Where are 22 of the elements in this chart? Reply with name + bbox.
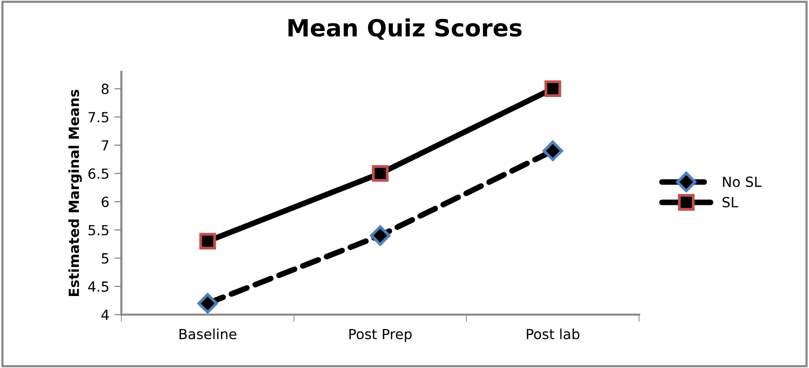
x-tick-label: Post lab: [526, 328, 580, 340]
y-tick-label: 5: [102, 253, 108, 264]
y-tick-label: 7.5: [88, 112, 108, 122]
y-tick-label: 6: [102, 196, 109, 208]
y-tick-label: 7: [102, 140, 108, 150]
legend-label: SL: [722, 196, 738, 208]
point: [199, 232, 216, 250]
x-tick-label: Baseline: [180, 328, 236, 340]
y-tick-label: 6.5: [88, 168, 108, 179]
legend-label: No SL: [723, 176, 762, 188]
x-tick-label: Post Prep: [349, 328, 412, 342]
point: [372, 165, 389, 182]
y-tick-label: 8: [102, 84, 109, 94]
point: [542, 140, 564, 162]
y-tick-label: 5.5: [88, 225, 108, 236]
point: [370, 225, 390, 246]
y-axis-title: Estimated Marginal Means: [68, 90, 82, 296]
y-tick-label: 4: [101, 310, 109, 320]
point: [197, 293, 218, 314]
chart-title: Mean Quiz Scores: [288, 18, 522, 40]
point: [544, 80, 562, 98]
y-tick-label: 4.5: [88, 282, 108, 292]
